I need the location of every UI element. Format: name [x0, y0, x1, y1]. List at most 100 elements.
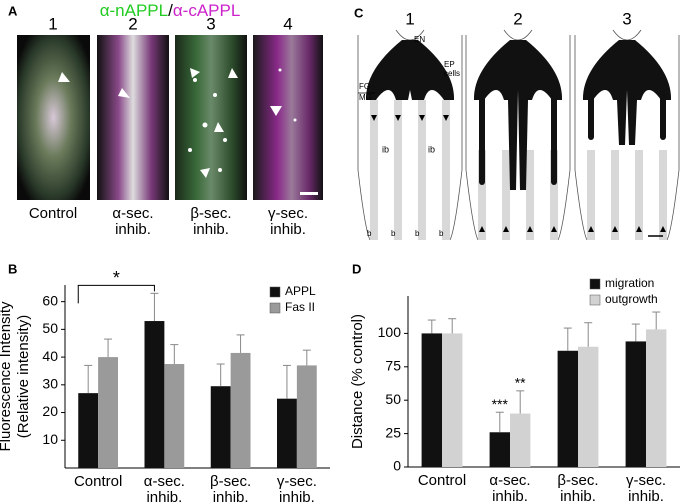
arrowhead	[551, 226, 557, 232]
bar	[164, 364, 185, 468]
error-bar	[150, 292, 159, 322]
bar	[625, 341, 646, 467]
arrowhead	[588, 226, 594, 232]
x-tick-label: γ-sec. inhib.	[625, 472, 666, 504]
image-number: 2	[128, 14, 137, 33]
neuron-mass	[365, 40, 455, 100]
y-tick-label: 50	[42, 320, 58, 336]
legend-label: Fas II	[285, 300, 315, 314]
label-b: b	[391, 229, 396, 238]
panel-letter: C	[354, 5, 364, 20]
error-bar	[448, 318, 457, 334]
nerve-bar	[478, 150, 486, 240]
neuron-mass	[473, 40, 563, 190]
arrowhead	[443, 115, 449, 121]
x-tick-label: α-sec. inhib.	[489, 472, 531, 504]
image-number: 1	[48, 14, 57, 33]
bar	[646, 329, 667, 467]
legend-swatch	[269, 302, 281, 314]
title-sep: /	[168, 1, 173, 20]
error-bar	[104, 338, 113, 358]
y-axis-label: (Relative intensity)	[15, 315, 32, 438]
error-bar	[170, 344, 179, 365]
x-tick-label: Control	[73, 473, 123, 490]
bar	[442, 333, 463, 467]
arrowhead	[527, 226, 533, 232]
significance-mark: ***	[492, 396, 509, 412]
column-number: 1	[405, 9, 414, 28]
arrowhead	[479, 226, 485, 232]
label-ib: ib	[428, 144, 435, 154]
nerve-bar	[418, 100, 426, 240]
y-tick-label: 10	[42, 431, 58, 447]
arrowhead	[371, 115, 377, 121]
x-tick-label: γ-sec. inhib.	[276, 473, 317, 504]
label-en: EN	[414, 35, 425, 44]
nerve-bar	[635, 150, 643, 240]
legend-swatch	[269, 286, 281, 298]
error-bar	[282, 364, 291, 399]
y-tick-label: 60	[42, 292, 58, 308]
error-bar	[216, 363, 225, 387]
label-fg: FG	[359, 82, 370, 91]
arrowhead	[612, 226, 618, 232]
column-number: 3	[622, 9, 631, 28]
y-tick-label: 100	[378, 324, 402, 340]
micrograph	[253, 35, 323, 200]
panel-letter: A	[8, 3, 18, 18]
error-bar	[302, 349, 311, 366]
bar	[210, 386, 231, 468]
error-bar	[652, 311, 661, 330]
error-bar	[631, 323, 640, 342]
nerve-bar	[370, 100, 378, 240]
arrowhead	[636, 226, 642, 232]
y-tick-label: 40	[42, 348, 58, 364]
error-bar	[584, 322, 593, 347]
significance-bracket	[77, 284, 155, 304]
image-label: Control	[28, 205, 78, 222]
significance-mark: *	[113, 268, 120, 288]
micrograph	[97, 35, 169, 200]
arrowhead	[395, 115, 401, 121]
error-bar	[427, 319, 436, 334]
column-number: 2	[513, 9, 522, 28]
y-tick-label: 30	[42, 376, 58, 392]
bar	[144, 321, 165, 468]
x-tick-label: β-sec. inhib.	[210, 473, 252, 504]
y-tick-label: 25	[385, 424, 401, 440]
x-tick-label: α-sec. inhib.	[143, 473, 185, 504]
image-number: 3	[206, 14, 215, 33]
panel-letter: D	[352, 261, 361, 276]
bar	[230, 352, 251, 468]
legend-swatch	[589, 278, 601, 290]
panel-title: α-nAPPL/α-cAPPL	[100, 1, 241, 20]
micrograph	[175, 35, 247, 200]
nerve-bar	[587, 150, 595, 240]
error-bar	[495, 411, 504, 433]
y-tick-label: 20	[42, 403, 58, 419]
legend-swatch	[589, 294, 601, 306]
nerve-bar	[550, 150, 558, 240]
bar	[421, 333, 442, 467]
neuron-chain	[479, 95, 485, 185]
y-axis-label: Fluorescence Intensity	[0, 301, 14, 452]
bar	[277, 398, 297, 468]
label-mg: MG	[359, 93, 372, 102]
y-tick-label: 0	[393, 458, 401, 474]
label-b: b	[367, 229, 372, 238]
label-ib: ib	[382, 144, 389, 154]
x-tick-label: Control	[417, 472, 467, 489]
error-bar	[84, 364, 93, 394]
arrowhead	[419, 115, 425, 121]
neuron-chain	[551, 95, 557, 185]
gut-diagrams	[357, 29, 680, 241]
title-magenta: α-cAPPL	[173, 1, 240, 20]
x-tick-label: β-sec. inhib.	[557, 472, 599, 504]
title-green: α-nAPPL	[100, 1, 168, 20]
nerve-bar	[502, 150, 510, 240]
legend-label: outgrowth	[605, 292, 658, 306]
label-b: b	[415, 229, 420, 238]
nerve-bar	[659, 150, 667, 240]
image-label: β-sec. inhib.	[190, 205, 232, 238]
